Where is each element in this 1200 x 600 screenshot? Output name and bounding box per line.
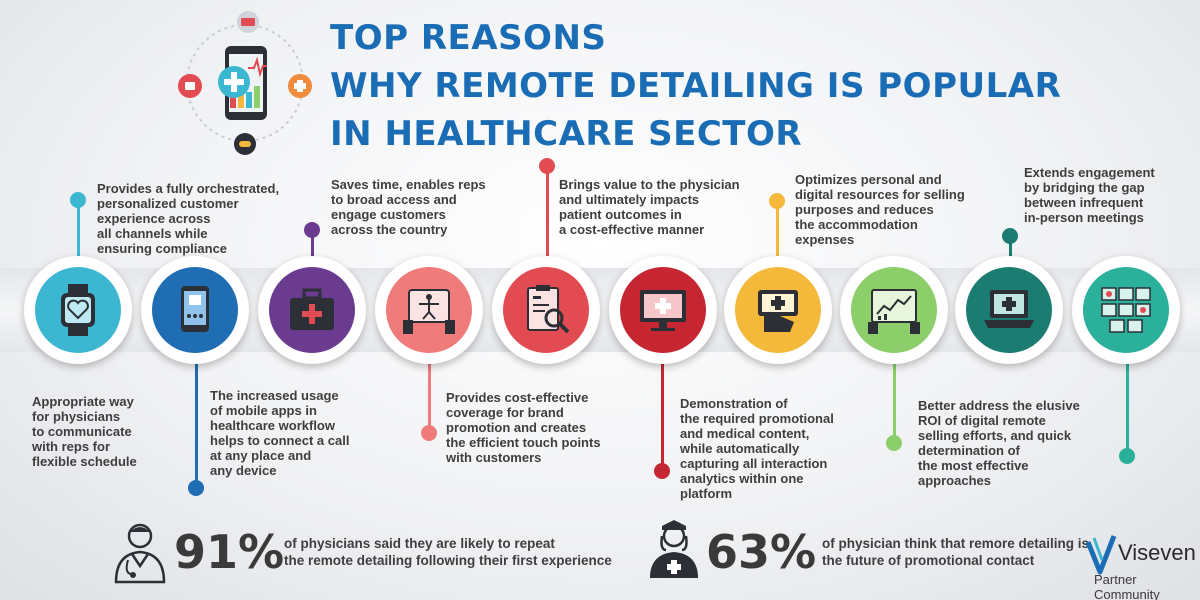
stem-9 (1009, 240, 1012, 260)
title-line-2: WHY REMOTE DETAILING IS POPULAR (330, 66, 1062, 106)
medical-grid-icon (1101, 287, 1151, 333)
dot-4 (421, 425, 437, 441)
dot-3 (304, 222, 320, 238)
stat-1-value: 91% (174, 525, 285, 579)
stem-3 (311, 235, 314, 260)
stat-1-text: of physicians said they are likely to re… (284, 536, 612, 568)
dot-5 (539, 158, 555, 174)
female-nurse-icon (650, 520, 698, 578)
laptop-medical-icon (984, 290, 1034, 328)
stem-1 (77, 200, 80, 260)
logo-subtitle: Partner Community (1094, 572, 1160, 600)
reason-5-text: Brings value to the physician and ultima… (559, 177, 740, 237)
body-scan-tablet-icon (403, 289, 455, 334)
node-6 (609, 256, 717, 364)
dot-8 (886, 435, 902, 451)
dot-1 (70, 192, 86, 208)
node-7 (724, 256, 832, 364)
stat-2-value: 63% (706, 525, 817, 579)
reason-10-text: Better address the elusive ROI of digita… (918, 398, 1080, 488)
mobile-phone-icon (181, 286, 209, 332)
reason-8-text: Demonstration of the required promotiona… (680, 396, 834, 501)
node-9 (955, 256, 1063, 364)
reason-4-text: The increased usage of mobile apps in he… (210, 388, 350, 478)
smartphone-health-illustration (178, 11, 312, 155)
node-4 (375, 256, 483, 364)
hand-phone-icon (758, 290, 798, 332)
reason-1-text: Provides a fully orchestrated, personali… (97, 181, 280, 256)
node-2 (141, 256, 249, 364)
reason-9-text: Extends engagement by bridging the gap b… (1024, 165, 1155, 225)
page-title: TOP REASONS WHY REMOTE DETAILING IS POPU… (330, 14, 1150, 158)
dot-9 (1002, 228, 1018, 244)
stem-6 (661, 360, 664, 470)
stem-4 (428, 360, 431, 430)
viseven-logo (1086, 535, 1117, 575)
stem-7 (776, 205, 779, 260)
monitor-medical-icon (640, 290, 686, 331)
smartwatch-heart-icon (61, 284, 95, 336)
stem-10 (1126, 360, 1129, 455)
reason-6-text: Provides cost-effective coverage for bra… (446, 390, 601, 465)
medical-case-icon (290, 288, 334, 330)
reason-7-text: Optimizes personal and digital resources… (795, 172, 965, 247)
node-8 (840, 256, 948, 364)
title-line-3: IN HEALTHCARE SECTOR (330, 114, 803, 154)
dot-6 (654, 463, 670, 479)
title-line-1: TOP REASONS (330, 18, 607, 58)
dot-2 (188, 480, 204, 496)
dot-10 (1119, 448, 1135, 464)
dot-7 (769, 193, 785, 209)
reason-2-text: Appropriate way for physicians to commun… (32, 394, 137, 469)
reason-3-text: Saves time, enables reps to broad access… (331, 177, 486, 237)
node-1 (24, 256, 132, 364)
node-10 (1072, 256, 1180, 364)
node-3 (258, 256, 366, 364)
clipboard-magnifier-icon (527, 285, 570, 334)
stat-2-text: of physician think that remore detailing… (822, 536, 1090, 568)
stem-8 (893, 360, 896, 440)
analytics-tablet-icon (868, 289, 920, 334)
male-doctor-icon (114, 523, 166, 584)
logo-name: Viseven (1118, 540, 1196, 565)
node-5 (492, 256, 600, 364)
stem-2 (195, 360, 198, 485)
stem-5 (546, 170, 549, 260)
